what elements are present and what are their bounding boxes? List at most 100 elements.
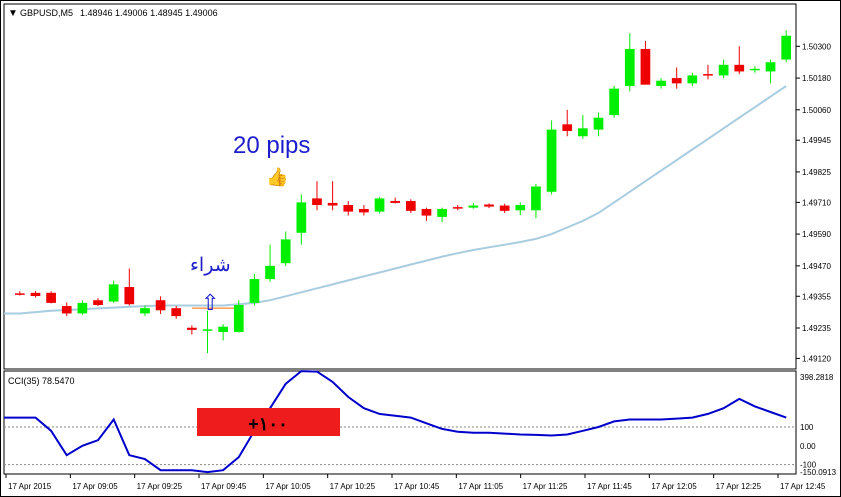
candle-body bbox=[437, 208, 447, 217]
candle-body bbox=[781, 35, 792, 60]
candle-body bbox=[593, 117, 604, 130]
candle bbox=[703, 64, 713, 80]
time-axis: 17 Apr 2015 17 Apr 09:05 17 Apr 09:25 17 Ap… bbox=[5, 474, 826, 491]
price-tick-label: 1.49470 bbox=[802, 262, 831, 271]
candle bbox=[312, 181, 322, 211]
candle-body bbox=[421, 208, 432, 216]
buy-annotation: شراء bbox=[190, 255, 231, 276]
time-tick-label: 17 Apr 10:05 bbox=[265, 482, 311, 491]
candle bbox=[46, 291, 56, 304]
candle bbox=[187, 325, 197, 335]
candle bbox=[93, 298, 103, 307]
candle-body bbox=[624, 48, 635, 86]
price-tick-label: 1.49235 bbox=[802, 324, 831, 333]
candle bbox=[624, 33, 635, 92]
candle-body bbox=[233, 304, 244, 332]
cci-label: CCI(35) 78.5470 bbox=[8, 376, 75, 386]
time-tick-label: 17 Apr 09:05 bbox=[72, 482, 118, 491]
price-tick-label: 1.49710 bbox=[802, 198, 831, 207]
candle-body bbox=[46, 292, 56, 303]
candle-body bbox=[750, 68, 760, 71]
candle bbox=[421, 207, 432, 221]
candle bbox=[734, 46, 745, 75]
candle-body bbox=[484, 204, 494, 207]
price-tick-label: 1.50300 bbox=[802, 42, 831, 51]
time-tick-label: 17 Apr 2015 bbox=[8, 482, 52, 491]
cci-line bbox=[4, 370, 787, 474]
collapse-arrow-icon[interactable]: ▼ bbox=[8, 8, 18, 19]
thumbs-up-icon: 👍 bbox=[266, 166, 288, 187]
cci-tick-label: 0.00 bbox=[800, 442, 816, 451]
cci-tick-label: 398.2818 bbox=[800, 373, 834, 382]
candle bbox=[61, 302, 72, 317]
candle bbox=[578, 115, 588, 139]
price-tick-label: 1.49825 bbox=[802, 168, 831, 177]
candle-body bbox=[734, 64, 745, 72]
candle bbox=[718, 59, 729, 79]
candle-body bbox=[296, 202, 307, 233]
time-tick-label: 17 Apr 12:25 bbox=[716, 482, 762, 491]
candle bbox=[765, 59, 776, 84]
price-tick-label: 1.50060 bbox=[802, 106, 831, 115]
candle-body bbox=[359, 208, 369, 213]
candle-body bbox=[578, 128, 588, 137]
cci-tick-label: 100 bbox=[800, 423, 814, 432]
cci-axis: 398.2818 100 0.00 -100-150.0913 bbox=[800, 373, 837, 477]
cci-level-label: +١٠٠ bbox=[248, 414, 288, 434]
price-tick-label: 1.49590 bbox=[802, 230, 831, 239]
time-tick-label: 17 Apr 12:05 bbox=[651, 482, 697, 491]
candle-body bbox=[656, 80, 666, 86]
price-tick-label: 1.49945 bbox=[802, 136, 831, 145]
candle bbox=[171, 306, 182, 319]
candle bbox=[531, 183, 541, 219]
time-tick-label: 17 Apr 11:45 bbox=[587, 482, 632, 491]
candle bbox=[374, 197, 385, 214]
candle bbox=[296, 194, 307, 245]
candle-body bbox=[30, 292, 41, 296]
candle-body bbox=[108, 284, 119, 302]
candle-body bbox=[61, 306, 72, 314]
candle bbox=[30, 290, 41, 298]
candle-body bbox=[374, 198, 385, 212]
candle bbox=[14, 291, 25, 296]
price-tick-label: 1.50180 bbox=[802, 74, 831, 83]
cci-tick-label: -150.0913 bbox=[800, 468, 837, 477]
candle bbox=[609, 85, 619, 118]
candle bbox=[484, 203, 494, 209]
pips-annotation: 20 pips bbox=[233, 132, 310, 159]
candle bbox=[359, 205, 369, 216]
candle-body bbox=[515, 205, 526, 211]
candle bbox=[124, 268, 135, 306]
candle bbox=[233, 300, 244, 333]
time-tick-label: 17 Apr 11:25 bbox=[523, 482, 568, 491]
candle bbox=[108, 280, 119, 303]
candle-body bbox=[202, 329, 213, 331]
candle bbox=[265, 244, 275, 282]
main-chart-panel bbox=[3, 3, 797, 370]
candle bbox=[468, 202, 479, 209]
price-tick-label: 1.49355 bbox=[802, 292, 831, 301]
candle bbox=[202, 310, 213, 354]
candle bbox=[781, 30, 792, 63]
ohlc-values: 1.48946 1.49006 1.48945 1.49006 bbox=[80, 8, 218, 18]
symbol-label: GBPUSD,M5 bbox=[20, 8, 73, 18]
candle bbox=[218, 324, 228, 341]
candle-body bbox=[609, 88, 619, 116]
candle bbox=[452, 205, 463, 211]
candle-body bbox=[187, 327, 197, 330]
price-tick-label: 1.49120 bbox=[802, 354, 831, 363]
candle bbox=[327, 181, 338, 211]
candle bbox=[671, 67, 682, 89]
candle bbox=[280, 231, 291, 266]
time-tick-label: 17 Apr 10:45 bbox=[394, 482, 440, 491]
candle-body bbox=[671, 78, 682, 84]
candle-body bbox=[562, 124, 573, 131]
time-tick-label: 17 Apr 12:45 bbox=[780, 482, 826, 491]
time-tick-label: 17 Apr 10:25 bbox=[330, 482, 376, 491]
candle bbox=[405, 199, 416, 213]
candle bbox=[343, 201, 354, 216]
moving-average bbox=[4, 85, 787, 315]
candles bbox=[14, 30, 792, 354]
